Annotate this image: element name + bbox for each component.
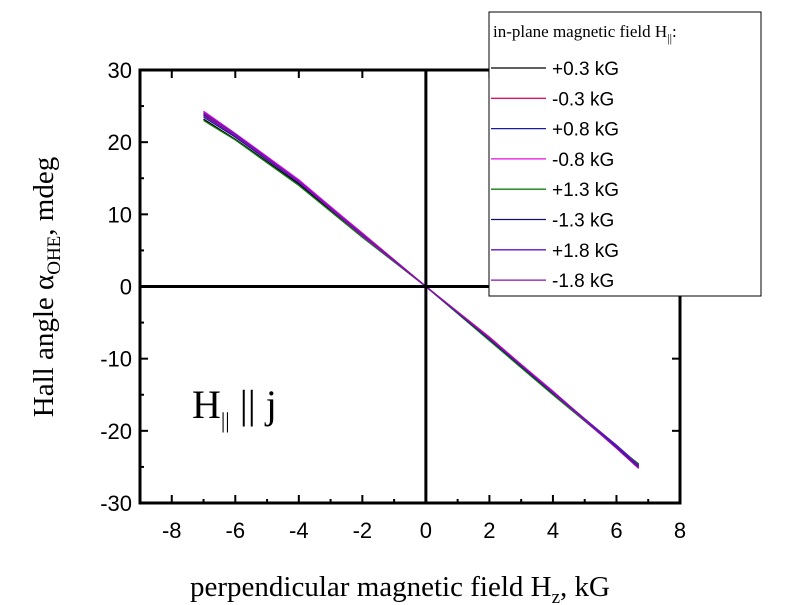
legend-label: +0.8 kG xyxy=(552,120,619,141)
x-tick-label: 6 xyxy=(610,518,622,543)
legend-title: in-plane magnetic field H||: xyxy=(493,22,677,45)
y-axis-title-main: Hall angle α xyxy=(28,275,60,417)
annotation-field-orientation: H|| || j xyxy=(192,382,277,433)
legend-box xyxy=(488,11,762,297)
legend-label: +1.8 kG xyxy=(552,241,619,262)
legend-label: -0.3 kG xyxy=(552,89,614,110)
x-tick-label: 2 xyxy=(483,518,495,543)
legend-title-main: in-plane magnetic field H xyxy=(493,22,667,41)
y-axis-title-tail: , mdeg xyxy=(28,157,60,236)
legend-label: -1.3 kG xyxy=(552,211,614,232)
y-tick-label: 20 xyxy=(108,130,132,155)
legend-title-tail: : xyxy=(672,22,677,41)
x-tick-label: -2 xyxy=(353,518,373,543)
x-tick-label: 0 xyxy=(420,518,432,543)
legend-label: +0.3 kG xyxy=(552,59,619,80)
legend-items: +0.3 kG -0.3 kG +0.8 kG -0.8 kG +1.3 kG -1.3 … xyxy=(491,59,619,292)
annotation-tail: || j xyxy=(230,382,277,427)
legend-title-sub: || xyxy=(667,31,672,45)
x-tick-label: -4 xyxy=(289,518,309,543)
y-tick-label: -20 xyxy=(100,419,132,444)
x-axis-title-sub: z xyxy=(552,587,560,605)
y-axis-title-sub: OHE xyxy=(44,236,65,275)
annotation-sub: || xyxy=(221,408,230,433)
y-tick-label: -10 xyxy=(100,347,132,372)
x-tick-label: -6 xyxy=(226,518,246,543)
y-tick-label: 30 xyxy=(108,58,132,83)
legend-label: +1.3 kG xyxy=(552,180,619,201)
legend-label: -1.8 kG xyxy=(552,271,614,292)
y-axis-title: Hall angle αOHE, mdeg xyxy=(28,157,65,417)
x-axis-title-main: perpendicular magnetic field H xyxy=(190,571,552,603)
x-tick-label: -8 xyxy=(162,518,182,543)
x-tick-label: 8 xyxy=(674,518,686,543)
x-tick-label: 4 xyxy=(547,518,559,543)
annotation-main: H xyxy=(192,382,221,427)
y-tick-label: 0 xyxy=(120,275,132,300)
x-axis-title-tail: , kG xyxy=(560,571,610,603)
x-axis-title: perpendicular magnetic field Hz, kG xyxy=(190,571,610,605)
legend: in-plane magnetic field H||: +0.3 kG -0.3… xyxy=(488,11,762,297)
y-tick-label: 10 xyxy=(108,202,132,227)
legend-label: -0.8 kG xyxy=(552,150,614,171)
y-tick-label: -30 xyxy=(100,491,132,516)
